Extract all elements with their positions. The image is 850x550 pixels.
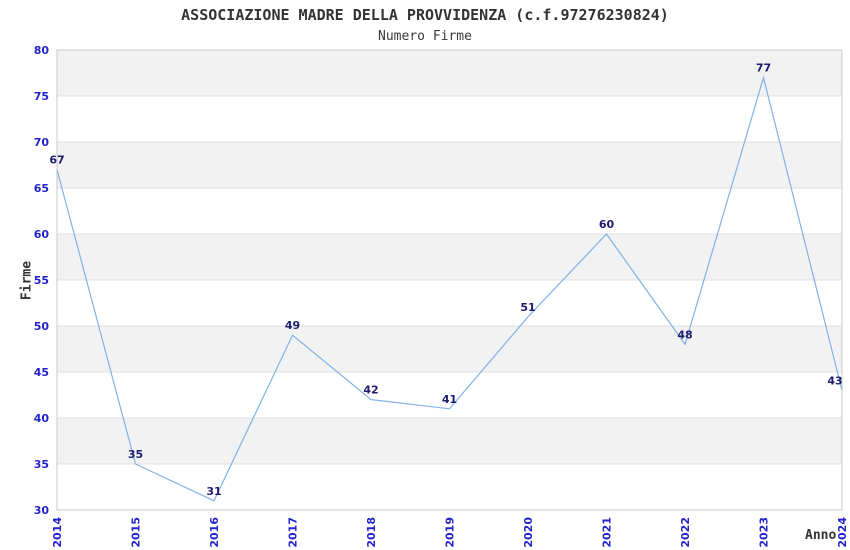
y-tick-label: 55 [34,274,49,287]
y-axis-tick-labels: 30 35 40 45 50 55 60 65 70 75 80 [34,44,50,517]
data-label: 67 [49,154,64,167]
y-tick-label: 60 [34,228,50,241]
plot-background-bands [57,50,842,464]
data-label: 60 [599,218,615,231]
x-tick-label: 2017 [287,517,300,548]
y-tick-label: 50 [34,320,50,333]
chart-title: ASSOCIAZIONE MADRE DELLA PROVVIDENZA (c.… [181,6,669,24]
data-label: 42 [363,384,378,397]
data-label: 35 [128,448,143,461]
x-axis-title: Anno [805,528,837,543]
data-point-labels: 67 35 31 49 42 41 51 60 48 77 43 [49,62,842,498]
data-label: 77 [756,62,771,75]
x-tick-label: 2023 [758,517,771,548]
x-tick-label: 2016 [208,517,221,548]
gridlines [57,95,842,465]
data-label: 31 [206,485,221,498]
plot-border [56,49,843,511]
data-label: 48 [677,328,692,341]
band-stripe [57,326,842,372]
x-tick-label: 2018 [365,517,378,548]
x-tick-label: 2020 [522,517,535,548]
x-axis-tick-labels: 2014 2015 2016 2017 2018 2019 2020 2021 2022 2023… [51,517,849,548]
x-tick-label: 2015 [130,517,143,548]
y-tick-label: 75 [34,90,49,103]
y-axis-title: Firme [19,260,35,301]
data-label: 43 [827,374,842,387]
y-tick-label: 40 [34,412,50,425]
y-tick-label: 65 [34,182,49,195]
band-stripe [57,142,842,188]
y-tick-label: 45 [34,366,49,379]
band-stripe [57,234,842,280]
y-tick-label: 70 [34,136,50,149]
band-stripe [57,418,842,464]
y-tick-label: 30 [34,504,50,517]
y-tick-label: 35 [34,458,49,471]
x-tick-label: 2021 [601,517,614,548]
x-tick-label: 2019 [444,517,457,548]
x-tick-label: 2022 [679,517,692,548]
x-tick-label: 2024 [836,517,849,548]
line-series [56,75,843,502]
band-stripe [57,50,842,96]
data-label: 41 [442,393,457,406]
chart-subtitle: Numero Firme [378,29,472,44]
x-tick-label: 2014 [51,517,64,548]
data-label: 51 [520,301,535,314]
y-tick-label: 80 [34,44,50,57]
data-label: 49 [285,319,300,332]
